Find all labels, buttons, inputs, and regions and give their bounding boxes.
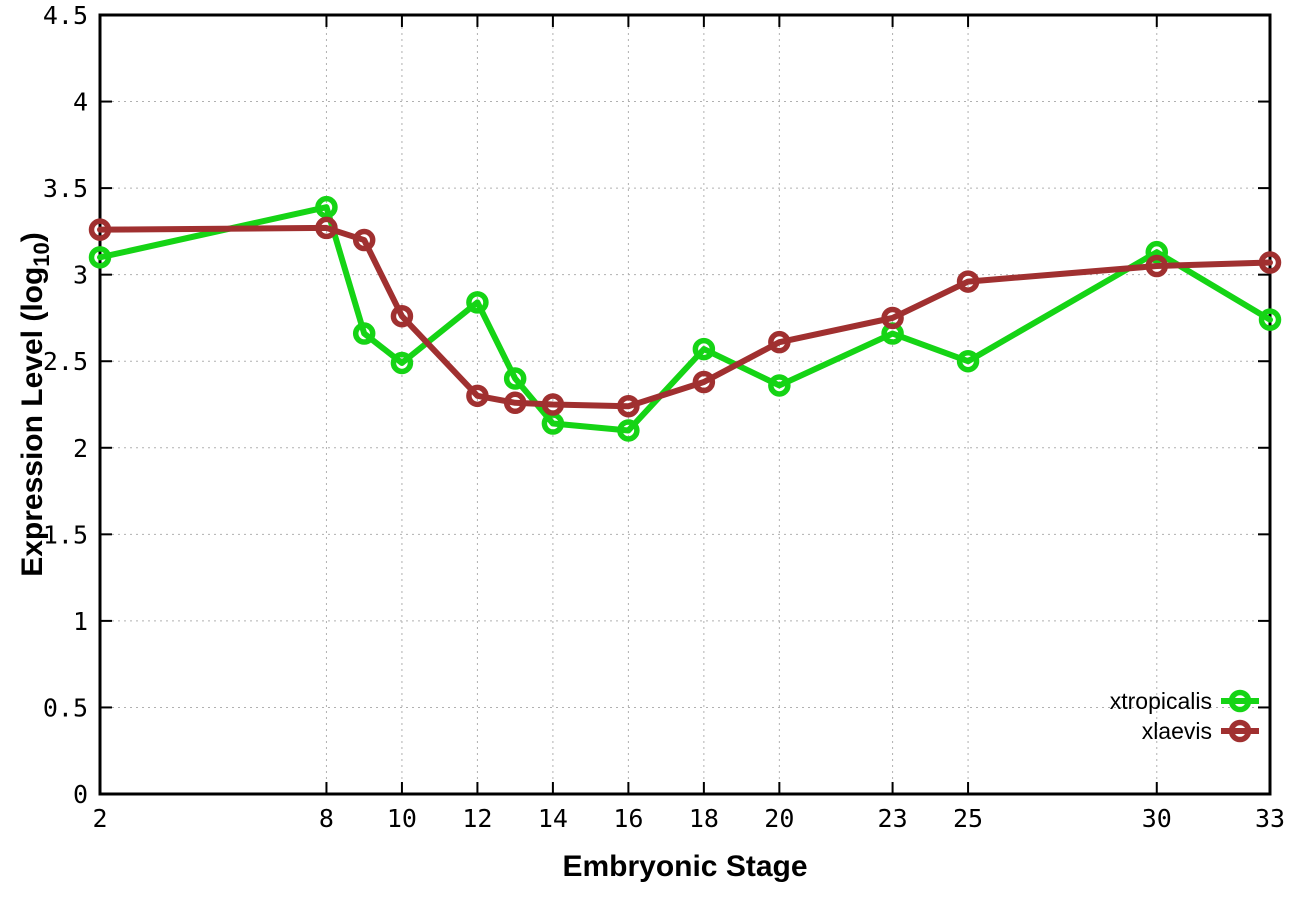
y-axis-title: Expression Level (log10) xyxy=(16,232,54,577)
x-tick-label: 18 xyxy=(689,804,719,833)
series-line-xtropicalis xyxy=(97,204,1273,434)
data-point-xlaevis xyxy=(88,218,112,241)
legend-label-xlaevis: xlaevis xyxy=(1142,718,1212,744)
data-point-xlaevis xyxy=(390,304,414,328)
x-tick-label: 33 xyxy=(1255,804,1285,833)
x-tick-label: 10 xyxy=(387,804,417,833)
series-line-xlaevis xyxy=(97,224,1273,410)
data-point-xlaevis xyxy=(617,394,640,418)
data-point-xtropicalis xyxy=(390,351,414,375)
y-tick-label: 0.5 xyxy=(43,693,88,722)
data-point-xlaevis xyxy=(881,306,904,330)
data-point-xlaevis xyxy=(956,270,980,293)
data-point-xtropicalis xyxy=(1145,240,1169,264)
legend-sample-marker xyxy=(1228,689,1252,713)
x-axis-title: Embryonic Stage xyxy=(562,850,807,883)
data-point-xtropicalis xyxy=(692,337,716,361)
data-point-xtropicalis xyxy=(352,322,376,345)
x-tick-label: 20 xyxy=(764,804,794,833)
data-point-xtropicalis xyxy=(1258,308,1282,331)
data-point-xtropicalis xyxy=(503,367,527,390)
plot-frame xyxy=(98,13,1272,796)
data-point-xtropicalis xyxy=(617,419,640,442)
data-point-xtropicalis xyxy=(956,349,980,373)
data-point-xtropicalis xyxy=(768,374,791,397)
data-point-xtropicalis xyxy=(466,291,489,314)
data-point-xlaevis xyxy=(768,330,791,354)
legend-sample-marker xyxy=(1228,719,1252,743)
data-point-xlaevis xyxy=(1258,251,1282,274)
data-point-xtropicalis xyxy=(315,195,338,219)
data-point-xlaevis xyxy=(315,216,338,240)
y-tick-label: 2.5 xyxy=(43,347,88,376)
y-tick-label: 2 xyxy=(73,434,88,463)
x-tick-label: 30 xyxy=(1142,804,1172,833)
data-point-xlaevis xyxy=(1145,254,1169,278)
data-point-xlaevis xyxy=(503,391,527,415)
x-tick-label: 16 xyxy=(613,804,643,833)
y-tick-label: 1.5 xyxy=(43,520,88,549)
data-point-xtropicalis xyxy=(88,246,112,269)
y-tick-label: 4.5 xyxy=(43,1,88,30)
x-tick-label: 23 xyxy=(878,804,908,833)
y-tick-label: 3.5 xyxy=(43,174,88,203)
legend-label-xtropicalis: xtropicalis xyxy=(1110,688,1212,714)
y-tick-label: 1 xyxy=(73,607,88,636)
y-tick-label: 0 xyxy=(73,780,88,809)
data-point-xlaevis xyxy=(541,393,565,416)
x-tick-label: 25 xyxy=(953,804,983,833)
x-tick-label: 2 xyxy=(92,804,107,833)
x-tick-label: 8 xyxy=(319,804,334,833)
y-tick-label: 3 xyxy=(73,261,88,290)
data-point-xlaevis xyxy=(466,384,489,408)
x-tick-label: 14 xyxy=(538,804,568,833)
data-point-xlaevis xyxy=(692,370,716,394)
x-tick-label: 12 xyxy=(462,804,492,833)
y-tick-label: 4 xyxy=(73,88,88,117)
data-point-xlaevis xyxy=(352,228,376,252)
